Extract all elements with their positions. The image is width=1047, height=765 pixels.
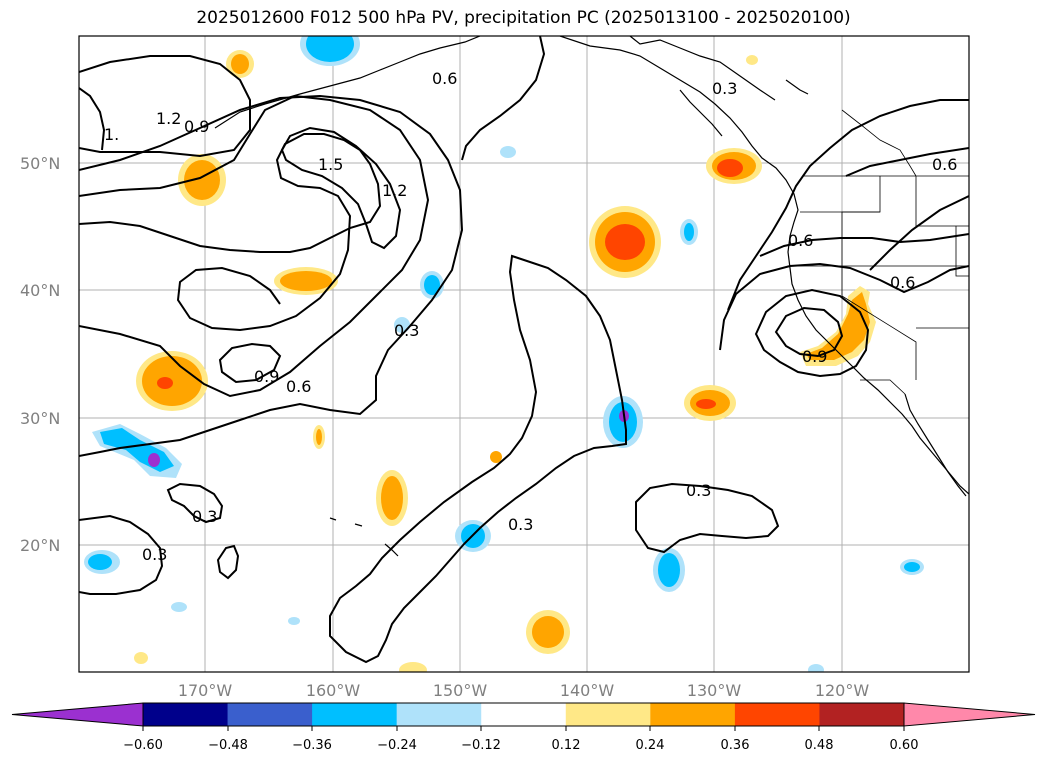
contour-label: 0.9 [254, 367, 279, 386]
lon-label-170w: 170°W [178, 681, 233, 700]
contour-label: 1.5 [318, 155, 343, 174]
map-plot-area: 1.5 1.2 1.2 0.9 1. 0.6 0.6 0.9 0.6 0.3 0… [78, 35, 970, 673]
colorbar-cell [481, 703, 567, 726]
contour-label: 0.3 [142, 545, 167, 564]
lat-label-40n: 40°N [20, 281, 60, 300]
lon-label-150w: 150°W [433, 681, 488, 700]
contour-label: 0.3 [686, 481, 711, 500]
contour-labels: 1.5 1.2 1.2 0.9 1. 0.6 0.6 0.9 0.6 0.3 0… [104, 69, 957, 564]
contour-label: 0.3 [508, 515, 533, 534]
contour-label: 1. [104, 125, 119, 144]
colorbar-tick-label: 0.24 [636, 738, 665, 753]
contour-label: 0.3 [712, 79, 737, 98]
lat-label-30n: 30°N [20, 409, 60, 428]
contour-label: 0.3 [192, 507, 217, 526]
colorbar-tick-label: −0.60 [123, 738, 163, 753]
contour-label: 0.9 [802, 347, 827, 366]
colorbar-extend-high [903, 702, 1036, 727]
colorbar-ticks [142, 726, 905, 731]
colorbar-cell [650, 703, 736, 726]
contour-label: 0.3 [394, 321, 419, 340]
colorbar-tick-label: −0.48 [208, 738, 248, 753]
colorbar-cell [819, 703, 905, 726]
colorbar-cell [565, 703, 651, 726]
lat-labels: 50°N 40°N 30°N 20°N [20, 154, 60, 555]
contour-label: 1.2 [382, 181, 407, 200]
colorbar-tick-labels: −0.60 −0.48 −0.36 −0.24 −0.12 0.12 0.24 … [123, 738, 918, 753]
map-frame [78, 35, 970, 673]
colorbar-tick-label: 0.12 [552, 738, 581, 753]
contour-label: 1.2 [156, 109, 181, 128]
contour-label: 0.6 [788, 231, 813, 250]
lon-label-130w: 130°W [687, 681, 742, 700]
colorbar-cell [143, 703, 229, 726]
contour-label: 0.9 [184, 117, 209, 136]
colorbar-tick-label: −0.24 [377, 738, 417, 753]
lon-labels: 170°W 160°W 150°W 140°W 130°W 120°W [178, 681, 870, 700]
colorbar-tick-label: −0.12 [461, 738, 501, 753]
colorbar-tick-label: 0.60 [890, 738, 919, 753]
pv-contours [79, 36, 969, 664]
colorbar-cell [396, 703, 482, 726]
colorbar-cell [227, 703, 313, 726]
colorbar-cell [734, 703, 820, 726]
contour-label: 0.6 [932, 155, 957, 174]
lat-label-50n: 50°N [20, 154, 60, 173]
colorbar-outline [142, 702, 905, 727]
colorbar-cells [11, 702, 1036, 727]
precip-positive-area [134, 50, 876, 672]
contour-label: 0.6 [286, 377, 311, 396]
colorbar-tick-label: 0.48 [805, 738, 834, 753]
colorbar-tick-label: −0.36 [292, 738, 332, 753]
colorbar-cell [312, 703, 398, 726]
lon-label-140w: 140°W [560, 681, 615, 700]
colorbar-extend-low [11, 702, 144, 727]
colorbar: −0.60 −0.48 −0.36 −0.24 −0.12 0.12 0.24 … [11, 702, 1036, 753]
contour-label: 0.6 [432, 69, 457, 88]
lon-label-160w: 160°W [306, 681, 361, 700]
coastlines [214, 36, 969, 557]
lat-label-20n: 20°N [20, 536, 60, 555]
contour-label: 0.6 [890, 273, 915, 292]
colorbar-tick-label: 0.36 [721, 738, 750, 753]
map-title: 2025012600 F012 500 hPa PV, precipitatio… [196, 8, 851, 28]
lon-label-120w: 120°W [815, 681, 870, 700]
